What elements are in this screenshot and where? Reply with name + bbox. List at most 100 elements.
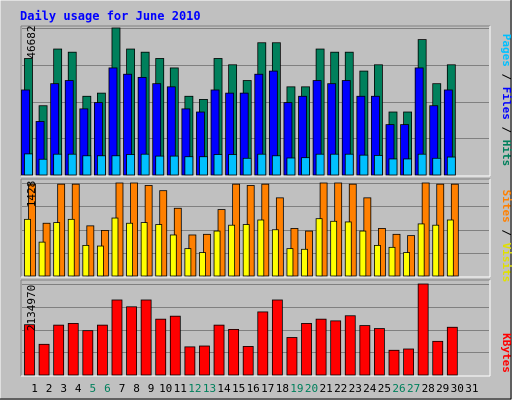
bars <box>21 27 459 376</box>
sites-panel-legend: Sites / Visits <box>500 190 512 283</box>
x-tick-label-10: 10 <box>159 382 172 395</box>
x-tick-label-13: 13 <box>203 382 216 395</box>
kbytes-bar-day-2 <box>38 343 50 376</box>
visits-bar-day-25 <box>374 244 381 277</box>
x-tick-label-27: 27 <box>407 382 420 395</box>
kbytes-bar-day-19 <box>286 337 298 376</box>
x-tick-label-8: 8 <box>133 382 140 395</box>
x-tick-label-12: 12 <box>188 382 201 395</box>
x-tick-label-26: 26 <box>392 382 405 395</box>
visits-bar-day-5 <box>82 244 90 277</box>
x-tick-label-9: 9 <box>148 382 155 395</box>
kbytes-ymax-label: 2134970 <box>25 285 38 331</box>
visits-bar-day-24 <box>359 230 367 277</box>
kbytes-bar-day-30 <box>446 326 458 376</box>
pages-bar-day-21 <box>315 153 325 176</box>
visits-bar-day-9 <box>140 222 148 277</box>
pages-bar-day-1 <box>24 153 33 176</box>
x-tick-label-25: 25 <box>378 382 391 395</box>
kbytes-bar-day-18 <box>271 299 283 376</box>
x-tick-label-5: 5 <box>89 382 96 395</box>
pages-bar-day-28 <box>417 153 427 176</box>
legend-visits: Visits <box>500 243 512 283</box>
pages-bar-day-13 <box>199 156 208 176</box>
pages-bar-day-12 <box>184 156 194 176</box>
visits-bar-day-22 <box>330 220 338 277</box>
legend-files: Files <box>500 87 512 120</box>
legend-sites: Sites <box>500 190 512 223</box>
visits-bar-day-4 <box>67 218 75 277</box>
visits-bar-day-8 <box>126 222 133 277</box>
pages-bar-day-26 <box>388 158 398 176</box>
kbytes-bar-day-7 <box>111 299 123 376</box>
kbytes-bar-day-28 <box>417 283 429 376</box>
visits-bar-day-23 <box>344 221 352 277</box>
pages-bar-day-7 <box>111 155 121 176</box>
x-tick-label-30: 30 <box>451 382 464 395</box>
visits-bar-day-13 <box>199 252 206 277</box>
kbytes-bar-day-11 <box>169 315 181 376</box>
visits-bar-day-29 <box>432 224 440 277</box>
x-tick-label-22: 22 <box>334 382 347 395</box>
pages-bar-day-15 <box>228 154 238 176</box>
legend-kbytes: KBytes <box>500 333 512 373</box>
x-tick-label-24: 24 <box>363 382 377 395</box>
visits-bar-day-15 <box>228 224 236 277</box>
x-tick-label-19: 19 <box>290 382 303 395</box>
visits-bar-day-16 <box>242 224 250 277</box>
pages-bar-day-11 <box>169 155 179 176</box>
x-tick-label-4: 4 <box>75 382 82 395</box>
x-tick-label-1: 1 <box>31 382 38 395</box>
pages-bar-day-18 <box>271 155 281 176</box>
pages-bar-day-23 <box>344 153 354 176</box>
kbytes-bar-day-9 <box>140 299 152 376</box>
visits-bar-day-1 <box>24 218 31 277</box>
visits-bar-day-7 <box>111 217 119 277</box>
kbytes-bar-day-23 <box>344 315 356 376</box>
pages-bar-day-3 <box>53 153 63 176</box>
x-tick-label-20: 20 <box>305 382 318 395</box>
pages-bar-day-17 <box>257 153 267 176</box>
x-tick-label-31: 31 <box>465 382 478 395</box>
kbytes-bar-day-29 <box>432 340 444 376</box>
pages-bar-day-8 <box>126 154 135 176</box>
visits-bar-day-21 <box>315 218 323 277</box>
kbytes-bar-day-24 <box>359 325 371 376</box>
visits-bar-day-27 <box>403 252 410 277</box>
pages-bar-day-16 <box>242 157 252 176</box>
pages-bar-day-5 <box>82 155 92 176</box>
pages-bar-day-14 <box>213 154 223 176</box>
pages-bar-day-25 <box>374 155 383 176</box>
kbytes-bar-day-3 <box>53 324 65 376</box>
pages-bar-day-20 <box>301 157 310 176</box>
chart-title: Daily usage for June 2010 <box>20 9 201 23</box>
kbytes-bar-day-1 <box>24 324 35 376</box>
visits-bar-day-14 <box>213 230 221 277</box>
x-tick-label-28: 28 <box>422 382 435 395</box>
kbytes-bar-day-17 <box>257 311 269 376</box>
kbytes-bar-day-12 <box>184 346 196 376</box>
kbytes-bar-day-21 <box>315 318 327 376</box>
pages-bar-day-29 <box>432 157 442 176</box>
sites-ymax-label: 1428 <box>25 181 38 208</box>
kbytes-bar-day-14 <box>213 324 225 376</box>
kbytes-bar-day-8 <box>126 306 137 376</box>
pages-bar-day-4 <box>67 153 77 176</box>
pages-bar-day-30 <box>446 156 456 176</box>
x-tick-label-11: 11 <box>174 382 187 395</box>
visits-bar-day-19 <box>286 248 294 277</box>
visits-bar-day-11 <box>169 234 177 277</box>
visits-bar-day-10 <box>155 224 163 277</box>
x-tick-label-29: 29 <box>436 382 449 395</box>
legend-hits: Hits <box>500 140 512 167</box>
visits-bar-day-17 <box>257 219 265 277</box>
kbytes-bar-day-25 <box>374 328 385 376</box>
pages-bar-day-19 <box>286 157 296 176</box>
visits-bar-day-2 <box>38 241 46 277</box>
visits-bar-day-30 <box>446 219 454 277</box>
x-tick-label-2: 2 <box>46 382 53 395</box>
x-tick-label-6: 6 <box>104 382 111 395</box>
kbytes-bar-day-13 <box>199 345 210 376</box>
kbytes-bar-day-22 <box>330 320 342 376</box>
